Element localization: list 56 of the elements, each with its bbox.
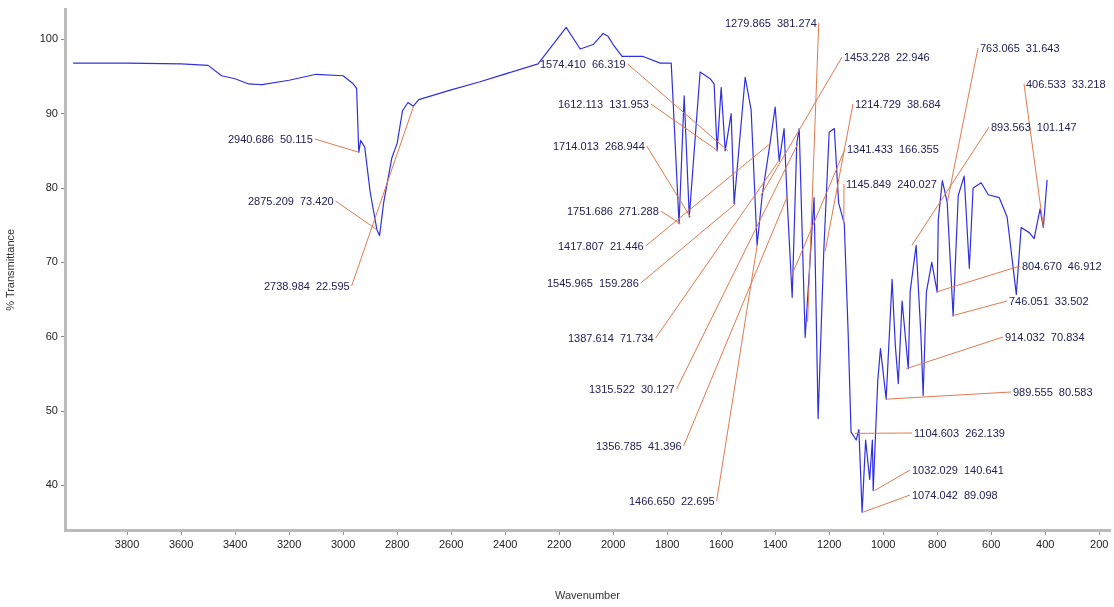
y-axis-title: % Transmittance (3, 228, 16, 311)
annotation: 2940.686 50.115 (228, 133, 313, 145)
annotation: 2875.209 73.420 (248, 195, 334, 207)
annotation: 1574.410 66.319 (540, 58, 626, 70)
y-tick-label: 90 (45, 106, 58, 119)
x-axis-title: Wavenumber (554, 589, 621, 602)
x-tick-label: 800 (928, 537, 947, 550)
annotation: 746.051 33.502 (1009, 295, 1089, 307)
annotation: 914.032 70.834 (1005, 331, 1085, 343)
annotation: 1315.522 30.127 (589, 383, 675, 395)
x-tick-label: 3200 (276, 537, 302, 550)
y-tick-label: 70 (45, 255, 58, 268)
x-tick-label: 3400 (222, 537, 248, 550)
annotation: 1104.603 262.139 (914, 427, 1005, 439)
annotation: 804.670 46.912 (1022, 260, 1102, 272)
x-tick-label: 3600 (168, 537, 194, 550)
x-tick-label: 1600 (708, 537, 734, 550)
annotation: 1545.965 159.286 (547, 277, 639, 289)
x-tick-label: 2800 (384, 537, 410, 550)
annotation: 1751.686 271.288 (567, 205, 659, 217)
annotation: 1417.807 21.446 (558, 240, 644, 252)
x-tick-label: 600 (982, 537, 1001, 550)
annotation: 1387.614 71.734 (568, 332, 654, 344)
y-tick-label: 100 (39, 32, 58, 45)
y-tick-label: 60 (45, 329, 58, 342)
x-tick-label: 2200 (546, 537, 572, 550)
annotation: 1714.013 268.944 (553, 140, 645, 152)
annotation: 763.065 31.643 (980, 42, 1060, 54)
annotation: 1466.650 22.695 (629, 495, 715, 507)
x-tick-label: 2600 (438, 537, 464, 550)
x-tick-label: 1200 (816, 537, 842, 550)
annotation: 1453.228 22.946 (844, 51, 930, 63)
annotation: 1074.042 89.098 (912, 489, 998, 501)
annotation: 989.555 80.583 (1013, 386, 1093, 398)
y-tick-label: 40 (45, 478, 58, 491)
annotation: 2738.984 22.595 (264, 280, 350, 292)
x-tick-label: 200 (1090, 537, 1109, 550)
annotation: 406.533 33.218 (1026, 78, 1106, 90)
x-tick-label: 1800 (654, 537, 680, 550)
x-tick-label: 3800 (114, 537, 140, 550)
x-tick-label: 1400 (762, 537, 788, 550)
x-tick-label: 1000 (870, 537, 896, 550)
annotation: 1356.785 41.396 (596, 440, 682, 452)
annotation: 1612.113 131.953 (558, 98, 649, 110)
y-tick-label: 50 (45, 404, 58, 417)
x-tick-label: 2400 (492, 537, 518, 550)
annotation: 1145.849 240.027 (846, 178, 937, 190)
annotation: 1032.029 140.641 (912, 464, 1004, 476)
x-tick-label: 400 (1036, 537, 1055, 550)
x-tick-label: 3000 (330, 537, 356, 550)
y-tick-label: 80 (45, 181, 58, 194)
annotation: 1341.433 166.355 (847, 143, 939, 155)
annotation: 893.563 101.147 (991, 121, 1077, 133)
annotation: 1279.865 381.274 (725, 17, 817, 29)
x-tick-label: 2000 (600, 537, 626, 550)
annotation: 1214.729 38.684 (855, 98, 941, 110)
